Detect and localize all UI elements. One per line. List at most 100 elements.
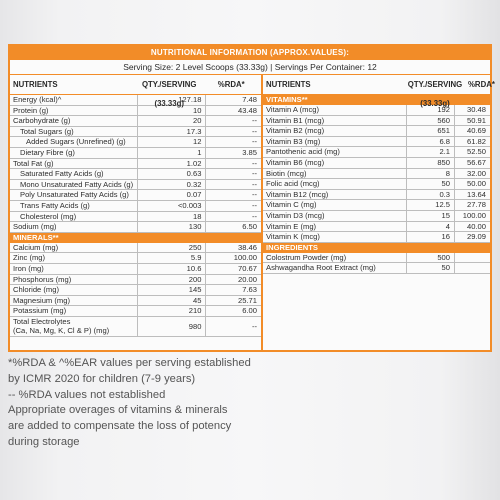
table-row: Vitamin B3 (mg) 6.8 61.82 bbox=[263, 136, 490, 148]
col-header-rda: %RDA* bbox=[468, 80, 495, 89]
electrolytes-row: Total Electrolytes (Ca, Na, Mg, K, Cl & … bbox=[10, 316, 261, 337]
table-row: Added Sugars (Unrefined) (g) 12 -- bbox=[10, 137, 261, 148]
nutrient-rda: 50.00 bbox=[454, 179, 490, 189]
nutrient-name: Phosphorus (mg) bbox=[13, 274, 72, 284]
table-row: Iron (mg) 10.6 70.67 bbox=[10, 263, 261, 275]
nutrition-columns: NUTRIENTS QTY./SERVING (33.33g) %RDA* En… bbox=[10, 74, 495, 350]
table-row: Protein (g) 10 43.48 bbox=[10, 105, 261, 117]
nutrient-rda: 6.50 bbox=[205, 222, 261, 232]
nutrient-name: Vitamin B12 (mcg) bbox=[266, 189, 329, 199]
nutrient-name: Vitamin E (mg) bbox=[266, 221, 317, 231]
table-row: Vitamin B12 (mcg) 0.3 13.64 bbox=[263, 189, 490, 201]
nutrient-qty: 6.8 bbox=[406, 136, 454, 147]
nutrient-qty: 1.02 bbox=[136, 158, 205, 169]
nutrient-rda: 20.00 bbox=[205, 274, 261, 285]
nutrient-rda: -- bbox=[205, 158, 261, 169]
nutrient-rda: -- bbox=[205, 211, 261, 222]
table-row: Pantothenic acid (mg) 2.1 52.50 bbox=[263, 147, 490, 158]
nutrient-rda: 50.91 bbox=[454, 115, 490, 126]
nutrient-qty: 130 bbox=[136, 222, 205, 232]
table-row: Biotin (mcg) 8 32.00 bbox=[263, 168, 490, 180]
nutrient-rda: 52.50 bbox=[454, 147, 490, 157]
nutrient-qty: 2.1 bbox=[406, 147, 454, 157]
nutrient-name: Energy (kcal)^ bbox=[13, 95, 62, 104]
nutrient-rda: 25.71 bbox=[205, 295, 261, 306]
nutrient-qty: 12.5 bbox=[406, 200, 454, 210]
table-row: Vitamin K (mcg) 16 29.09 bbox=[263, 232, 490, 243]
nutrient-name: Calcium (mg) bbox=[13, 242, 59, 252]
nutrient-name: Vitamin B1 (mcg) bbox=[266, 115, 325, 125]
footnotes: *%RDA & ^%EAR values per serving establi… bbox=[8, 356, 488, 451]
nutrient-name: Pantothenic acid (mg) bbox=[266, 147, 340, 157]
electrolytes-name: Total Electrolytes (Ca, Na, Mg, K, Cl & … bbox=[10, 317, 137, 336]
nutrient-name: Folic acid (mcg) bbox=[266, 179, 320, 189]
nutrient-name: Colostrum Powder (mg) bbox=[266, 252, 347, 262]
table-row: Vitamin B2 (mcg) 651 40.69 bbox=[263, 126, 490, 137]
nutrient-name: Carbohydrate (g) bbox=[13, 116, 71, 126]
nutrient-qty: <0.003 bbox=[136, 200, 205, 211]
nutrient-rda bbox=[454, 252, 490, 263]
right-table: NUTRIENTS QTY./SERVING (33.33g) %RDA* VI… bbox=[263, 74, 495, 350]
nutrient-qty: 15 bbox=[406, 210, 454, 221]
nutrient-rda: 100.00 bbox=[205, 253, 261, 263]
nutrient-qty: 4 bbox=[406, 221, 454, 232]
footnote-line: Appropriate overages of vitamins & miner… bbox=[8, 404, 228, 417]
nutrient-qty: 500 bbox=[406, 252, 454, 263]
nutrient-name: Vitamin B6 (mcg) bbox=[266, 157, 325, 167]
left-table-header: NUTRIENTS QTY./SERVING (33.33g) %RDA* bbox=[10, 74, 261, 108]
nutrient-qty: 0.32 bbox=[136, 179, 205, 190]
nutrient-name: Added Sugars (Unrefined) (g) bbox=[26, 137, 126, 147]
table-row: Sodium (mg) 130 6.50 bbox=[10, 222, 261, 233]
nutrient-rda: 32.00 bbox=[454, 168, 490, 179]
nutrient-name: Total Fat (g) bbox=[13, 158, 54, 168]
nutrient-qty: 127.18 bbox=[136, 95, 205, 105]
nutrient-name: Saturated Fatty Acids (g) bbox=[20, 169, 104, 179]
nutrient-rda: 100.00 bbox=[454, 210, 490, 221]
nutrient-rda: 38.46 bbox=[205, 242, 261, 253]
nutrient-rda: 43.48 bbox=[205, 105, 261, 116]
nutrient-name: Vitamin B2 (mcg) bbox=[266, 126, 325, 136]
left-table: NUTRIENTS QTY./SERVING (33.33g) %RDA* En… bbox=[10, 74, 263, 350]
col-header-nutrients: NUTRIENTS bbox=[266, 80, 311, 89]
nutrient-qty: 8 bbox=[406, 168, 454, 179]
serving-info: Serving Size: 2 Level Scoops (33.33g) | … bbox=[123, 62, 377, 72]
nutrient-name: Vitamin B3 (mg) bbox=[266, 136, 321, 146]
col-header-nutrients: NUTRIENTS bbox=[13, 80, 58, 89]
nutrient-rda: 7.63 bbox=[205, 285, 261, 295]
table-row: Saturated Fatty Acids (g) 0.63 -- bbox=[10, 169, 261, 180]
table-row: Magnesium (mg) 45 25.71 bbox=[10, 295, 261, 307]
nutrient-rda: 29.09 bbox=[454, 232, 490, 242]
nutrient-qty: 18 bbox=[136, 211, 205, 222]
nutrient-qty: 5.9 bbox=[136, 253, 205, 263]
nutrient-name: Total Sugars (g) bbox=[20, 126, 74, 136]
nutrient-rda: -- bbox=[205, 179, 261, 190]
nutrient-qty: 250 bbox=[136, 242, 205, 253]
nutrient-qty: 10.6 bbox=[136, 263, 205, 274]
table-row: Dietary Fibre (g) 1 3.85 bbox=[10, 147, 261, 159]
nutrient-qty: 200 bbox=[136, 274, 205, 285]
nutrient-rda: -- bbox=[205, 200, 261, 211]
nutrient-qty: 192 bbox=[406, 105, 454, 115]
table-row: Ashwagandha Root Extract (mg) 50 bbox=[263, 263, 490, 274]
table-row: Chloride (mg) 145 7.63 bbox=[10, 285, 261, 296]
table-row: Folic acid (mcg) 50 50.00 bbox=[263, 179, 490, 190]
ingredients-section-label: INGREDIENTS bbox=[263, 242, 490, 253]
nutrient-rows: Energy (kcal)^ 127.18 7.48 Protein (g) 10 43.… bbox=[10, 95, 261, 233]
footnote-line: are added to compensate the loss of pote… bbox=[8, 420, 232, 433]
footnote-line: -- %RDA values not established bbox=[8, 388, 166, 401]
nutrient-name: Mono Unsaturated Fatty Acids (g) bbox=[20, 179, 134, 189]
nutrient-name: Vitamin D3 (mcg) bbox=[266, 210, 325, 220]
table-row: Total Fat (g) 1.02 -- bbox=[10, 158, 261, 170]
table-row: Trans Fatty Acids (g) <0.003 -- bbox=[10, 200, 261, 212]
nutrient-rda: 40.00 bbox=[454, 221, 490, 232]
electrolytes-qty: 980 bbox=[136, 316, 205, 336]
nutrient-qty: 0.07 bbox=[136, 190, 205, 200]
table-row: Phosphorus (mg) 200 20.00 bbox=[10, 274, 261, 286]
nutrient-qty: 0.63 bbox=[136, 169, 205, 179]
nutrient-rda: 7.48 bbox=[205, 95, 261, 105]
nutrient-qty: 850 bbox=[406, 157, 454, 168]
electrolytes-line1: Total Electrolytes bbox=[13, 316, 71, 326]
nutrient-rda: 61.82 bbox=[454, 136, 490, 147]
nutrient-name: Dietary Fibre (g) bbox=[20, 147, 75, 157]
nutrient-qty: 16 bbox=[406, 232, 454, 242]
